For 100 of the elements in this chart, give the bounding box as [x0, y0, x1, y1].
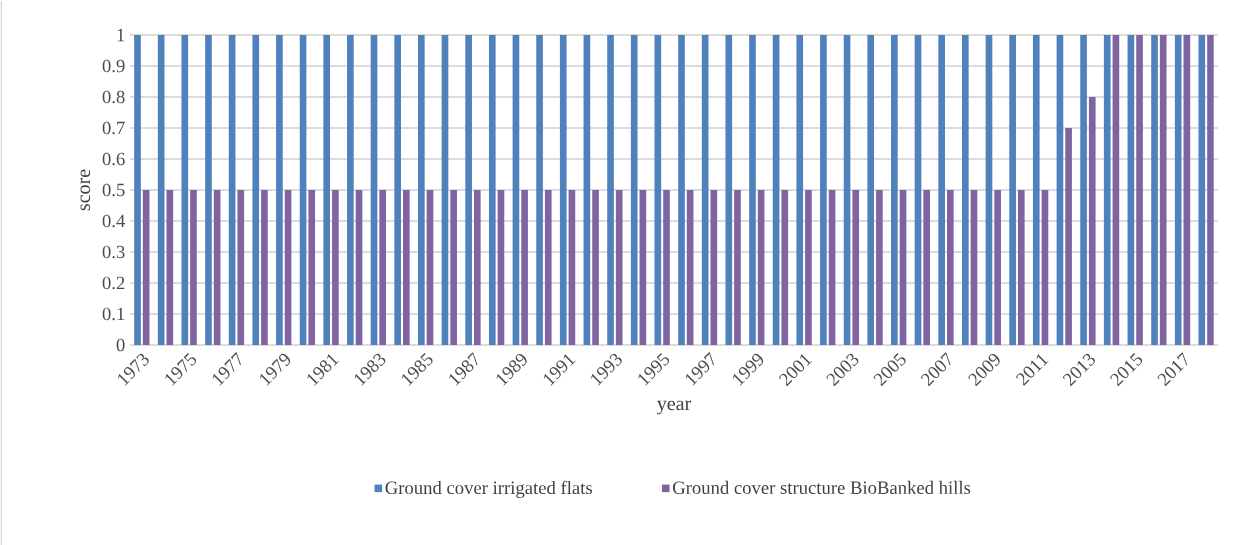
- bar: [639, 189, 647, 345]
- bar: [852, 189, 860, 345]
- bar: [1088, 96, 1096, 345]
- bar: [1198, 34, 1206, 345]
- bar: [181, 34, 189, 345]
- bar: [1112, 34, 1120, 345]
- bar: [166, 189, 174, 345]
- bar: [1207, 34, 1214, 345]
- bar: [355, 189, 363, 345]
- bar: [891, 34, 898, 345]
- bar: [426, 189, 434, 345]
- y-tick-label: 0.8: [102, 90, 125, 104]
- bar: [568, 189, 576, 345]
- bar: [867, 34, 875, 345]
- bar: [370, 34, 378, 345]
- bar: [157, 34, 165, 345]
- bar: [583, 34, 591, 345]
- bar: [678, 34, 685, 345]
- bar: [403, 189, 410, 345]
- bar: [772, 34, 780, 345]
- bar: [686, 189, 694, 345]
- legend-label: Ground cover irrigated flats: [385, 480, 592, 498]
- bar: [205, 34, 212, 345]
- bar: [805, 189, 812, 345]
- y-tick-label: 0.6: [102, 152, 125, 166]
- bar: [379, 189, 387, 345]
- y-tick-label: 0.7: [102, 121, 125, 135]
- y-tick-label: 0.9: [102, 59, 125, 73]
- bar: [417, 34, 425, 345]
- bar: [1056, 34, 1064, 345]
- bar: [592, 189, 599, 345]
- bar: [923, 189, 931, 345]
- bar: [261, 189, 268, 345]
- bar: [1080, 34, 1087, 345]
- y-axis-title: score: [80, 169, 91, 211]
- bar: [213, 189, 221, 345]
- bar: [299, 34, 307, 345]
- bar: [497, 189, 505, 345]
- bar: [749, 34, 756, 345]
- bar: [465, 34, 472, 345]
- bar: [820, 34, 827, 345]
- bar: [134, 34, 141, 345]
- bar: [394, 34, 402, 345]
- bar: [947, 189, 954, 345]
- bar: [1041, 189, 1049, 345]
- bar: [970, 189, 978, 345]
- bar: [190, 189, 197, 345]
- y-tick-label: 0.2: [102, 276, 125, 290]
- bar: [914, 34, 922, 345]
- bar: [843, 34, 851, 345]
- bar: [252, 34, 260, 345]
- bar: [521, 189, 528, 345]
- bar: [488, 34, 496, 345]
- bar: [630, 34, 638, 345]
- bar: [876, 189, 883, 345]
- bar: [142, 189, 150, 345]
- legend-label: Ground cover structure BioBanked hills: [672, 480, 971, 495]
- bar: [1159, 34, 1167, 345]
- bar: [347, 34, 354, 345]
- bar: [1017, 189, 1025, 345]
- bar: [544, 189, 552, 345]
- bar: [701, 34, 709, 345]
- bar: [512, 34, 520, 345]
- bar: [1127, 34, 1135, 345]
- bar: [559, 34, 567, 345]
- bar: [536, 34, 543, 345]
- y-tick-label: 0.1: [102, 307, 125, 321]
- bar: [1009, 34, 1016, 345]
- y-tick-label: 0.3: [102, 245, 125, 259]
- bar: [994, 189, 1001, 345]
- bar: [1136, 34, 1143, 345]
- y-tick-label: 1: [117, 28, 125, 42]
- bar: [615, 189, 623, 345]
- bar: [757, 189, 765, 345]
- bar: [654, 34, 662, 345]
- bar: [710, 189, 718, 345]
- bar: [938, 34, 945, 345]
- x-axis-title: year: [657, 400, 692, 415]
- bar: [899, 189, 907, 345]
- bar: [284, 189, 292, 345]
- bar: [961, 34, 969, 345]
- bar: [1103, 34, 1111, 345]
- bar: [985, 34, 993, 345]
- y-tick-label: 0: [116, 338, 125, 352]
- bar: [1065, 127, 1072, 345]
- bar: [228, 34, 236, 345]
- bar: [450, 189, 457, 345]
- bar: [663, 189, 670, 345]
- bar: [607, 34, 614, 345]
- bar: [473, 189, 481, 345]
- bar: [1174, 34, 1182, 345]
- bar: [332, 189, 339, 345]
- bar: [828, 189, 836, 345]
- bar: [796, 34, 804, 345]
- y-tick-label: 0.5: [102, 183, 125, 197]
- bar: [276, 34, 283, 345]
- bar: [725, 34, 733, 345]
- y-tick-label: 0.4: [102, 214, 126, 228]
- bar: [1032, 34, 1040, 345]
- bar: [734, 189, 741, 345]
